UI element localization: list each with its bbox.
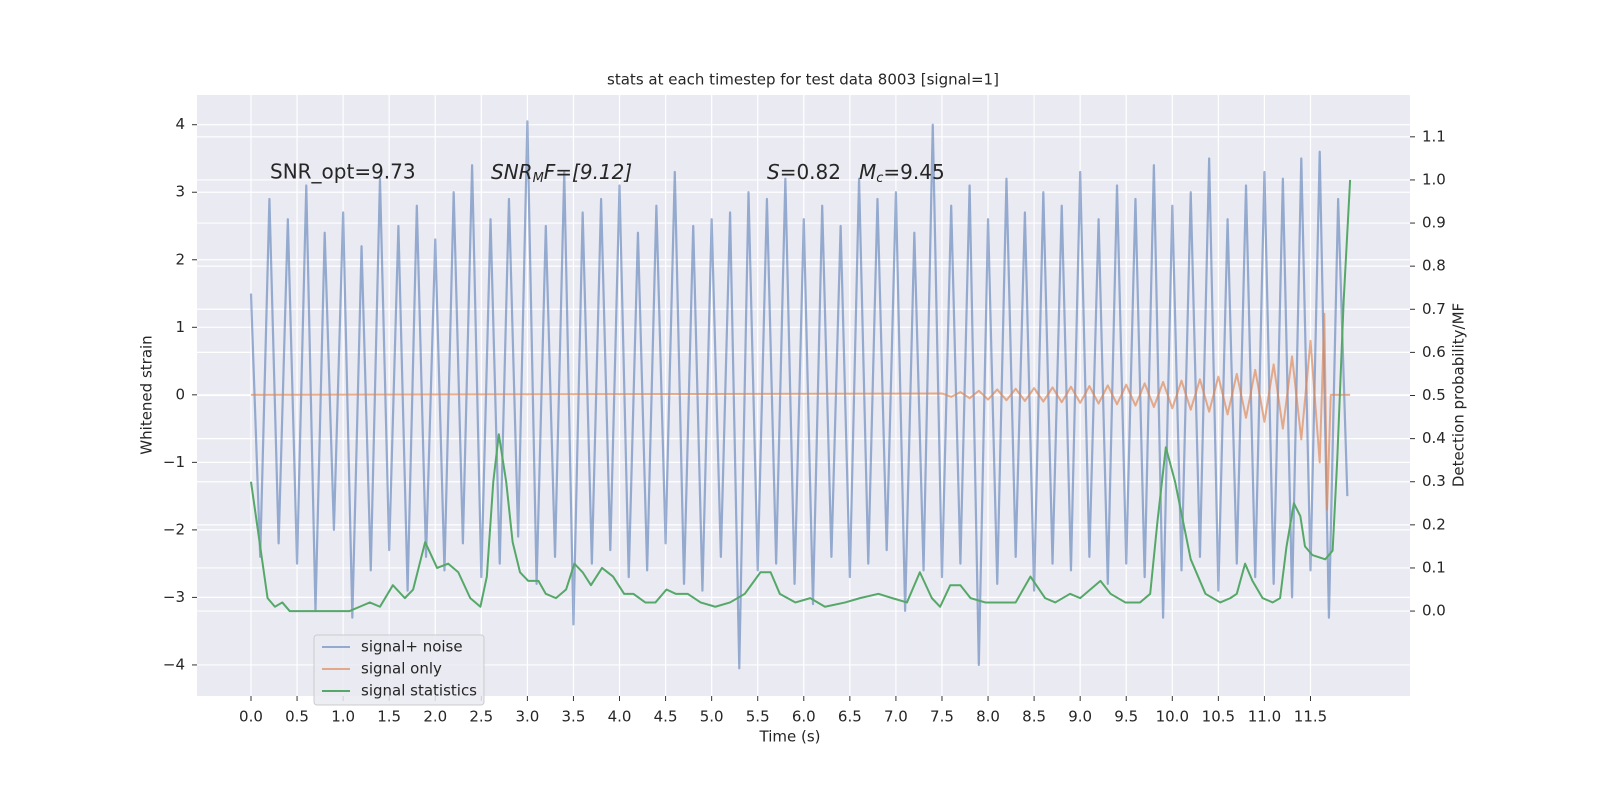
x-tick-label: 0.5	[285, 708, 309, 726]
x-tick-label: 11.0	[1248, 708, 1281, 726]
y2-tick-label: 0.7	[1422, 300, 1446, 318]
y-tick-label: −2	[163, 520, 185, 538]
annotation-part: M	[533, 171, 544, 186]
y-tick-label: 4	[175, 115, 185, 133]
y2-tick-label: 0.2	[1422, 515, 1446, 533]
x-tick-label: 4.5	[654, 708, 678, 726]
x-tick-label: 0.0	[239, 708, 263, 726]
marks	[249, 120, 1352, 670]
x-tick-label: 9.0	[1068, 708, 1092, 726]
x-tick-label: 9.5	[1114, 708, 1138, 726]
y-axis-label: Whitened strain	[138, 335, 156, 454]
x-tick-label: 4.0	[608, 708, 632, 726]
series-line	[249, 120, 1349, 670]
y2-tick-label: 0.6	[1422, 343, 1446, 361]
legend-label: signal statistics	[361, 682, 477, 700]
chart-title: stats at each timestep for test data 800…	[607, 71, 999, 89]
y2-tick-label: 1.1	[1422, 127, 1446, 145]
y-tick-label: 3	[175, 183, 185, 201]
x-tick-label: 11.5	[1294, 708, 1327, 726]
legend-label: signal+ noise	[361, 638, 463, 656]
series-line	[250, 312, 1351, 511]
annotation: S=0.82	[767, 160, 841, 184]
x-tick-label: 10.5	[1202, 708, 1235, 726]
x-tick-label: 5.5	[746, 708, 770, 726]
y2-tick-label: 0.4	[1422, 429, 1446, 447]
y2-axis-label: Detection probability/MF	[1450, 303, 1468, 487]
legend-box	[313, 634, 485, 706]
x-tick-label: 1.0	[331, 708, 355, 726]
y-tick-label: 0	[175, 385, 185, 403]
x-tick-label: 7.5	[930, 708, 954, 726]
y2-tick-label: 0.1	[1422, 558, 1446, 576]
x-tick-label: 6.5	[838, 708, 862, 726]
x-tick-label: 7.0	[884, 708, 908, 726]
annotation: SNRMF=[9.12]	[491, 160, 632, 186]
y-tick-label: −4	[163, 655, 185, 673]
x-tick-label: 2.0	[423, 708, 447, 726]
annotation-part: SNR	[491, 160, 533, 184]
y2-tick-label: 0.0	[1422, 602, 1446, 620]
x-axis-label: Time (s)	[759, 728, 821, 746]
annotation-part: S	[767, 160, 780, 184]
y2-tick-label: 0.3	[1422, 472, 1446, 490]
y2-tick-label: 0.8	[1422, 257, 1446, 275]
y2-tick-label: 1.0	[1422, 170, 1446, 188]
legend-label: signal only	[361, 660, 442, 678]
annotation-part: c	[876, 171, 883, 186]
x-tick-label: 2.5	[469, 708, 493, 726]
y2-tick-label: 0.5	[1422, 386, 1446, 404]
axes: 0.0 0.5 1.0 1.5 2.0 2.5 3.0 3.5 4.0 4.5 5.0 5.5 6.0 6…	[163, 115, 1446, 725]
x-tick-label: 8.5	[1022, 708, 1046, 726]
annotation: Mc=9.45	[859, 160, 945, 186]
y-tick-label: 1	[175, 318, 185, 336]
annotation: SNR_opt=9.73	[270, 160, 416, 184]
y-tick-label: −1	[163, 453, 185, 471]
x-tick-label: 10.0	[1156, 708, 1189, 726]
y-tick-label: 2	[175, 250, 185, 268]
y-tick-label: −3	[163, 588, 185, 606]
annotation-part: M	[859, 160, 876, 184]
annotation-part: =0.82	[780, 160, 841, 184]
x-tick-label: 5.0	[700, 708, 724, 726]
annotation-part: =9.45	[883, 160, 944, 184]
x-tick-label: 3.5	[562, 708, 586, 726]
legend: signal+ noise signal only signal statistic…	[313, 634, 485, 706]
series-line	[249, 179, 1352, 613]
x-tick-label: 1.5	[377, 708, 401, 726]
x-tick-label: 8.0	[976, 708, 1000, 726]
x-tick-label: 3.0	[515, 708, 539, 726]
x-tick-label: 6.0	[792, 708, 816, 726]
annotation-part: F=[9.12]	[544, 160, 632, 184]
y2-tick-label: 0.9	[1422, 214, 1446, 232]
